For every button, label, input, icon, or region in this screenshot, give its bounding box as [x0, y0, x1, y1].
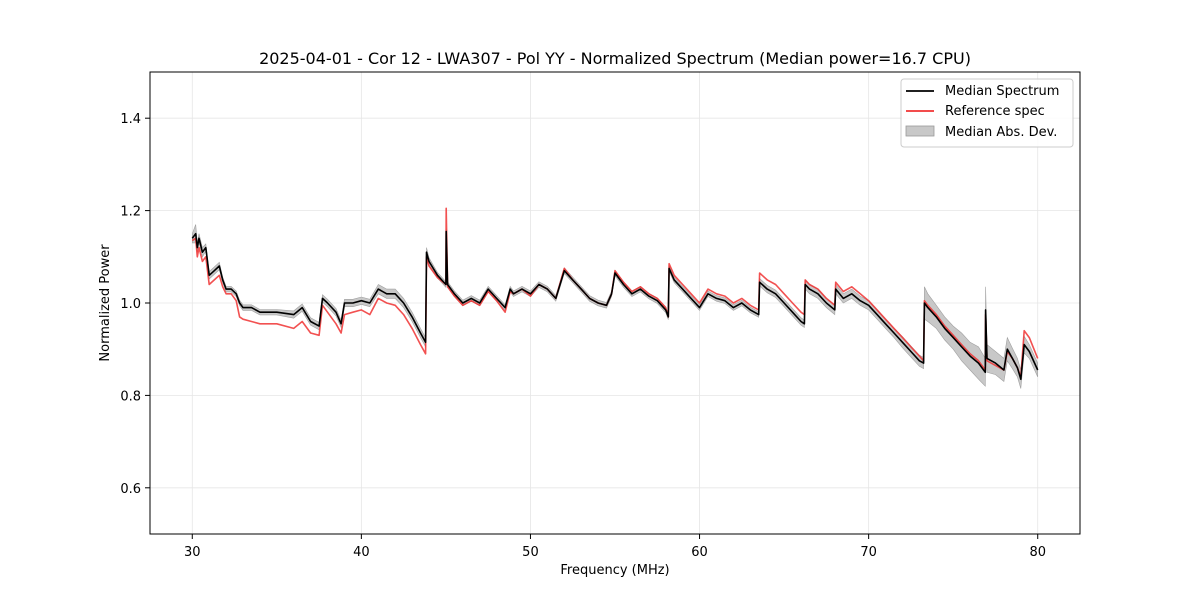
x-axis: 30 40 50 60 70 80	[184, 534, 1046, 560]
chart-title: 2025-04-01 - Cor 12 - LWA307 - Pol YY - …	[259, 49, 971, 68]
x-tick-label: 40	[353, 545, 370, 560]
x-tick-label: 60	[691, 545, 708, 560]
x-tick-label: 80	[1029, 545, 1046, 560]
median-spectrum-line	[191, 230, 1039, 381]
legend-box	[900, 78, 1074, 148]
x-tick-label: 50	[522, 545, 539, 560]
y-axis: 0.6 0.8 1.0 1.2 1.4	[120, 112, 150, 497]
x-tick-label: 70	[860, 545, 877, 560]
y-tick-label: 1.4	[120, 112, 141, 127]
y-tick-label: 1.2	[120, 205, 141, 220]
y-tick-label: 0.8	[120, 389, 141, 404]
y-axis-title: Normalized Power	[98, 244, 113, 362]
median-series-layer	[191, 230, 1039, 381]
legend-median-label: Median Spectrum	[945, 84, 1059, 99]
legend: Median Spectrum Reference spec Median Ab…	[900, 78, 1074, 148]
legend-mad-label: Median Abs. Dev.	[945, 125, 1057, 140]
y-tick-label: 1.0	[120, 297, 141, 312]
x-axis-title: Frequency (MHz)	[560, 563, 669, 578]
y-tick-label: 0.6	[120, 482, 141, 497]
x-tick-label: 30	[184, 545, 201, 560]
legend-mad-patch	[905, 125, 935, 137]
legend-reference-label: Reference spec	[945, 104, 1045, 119]
